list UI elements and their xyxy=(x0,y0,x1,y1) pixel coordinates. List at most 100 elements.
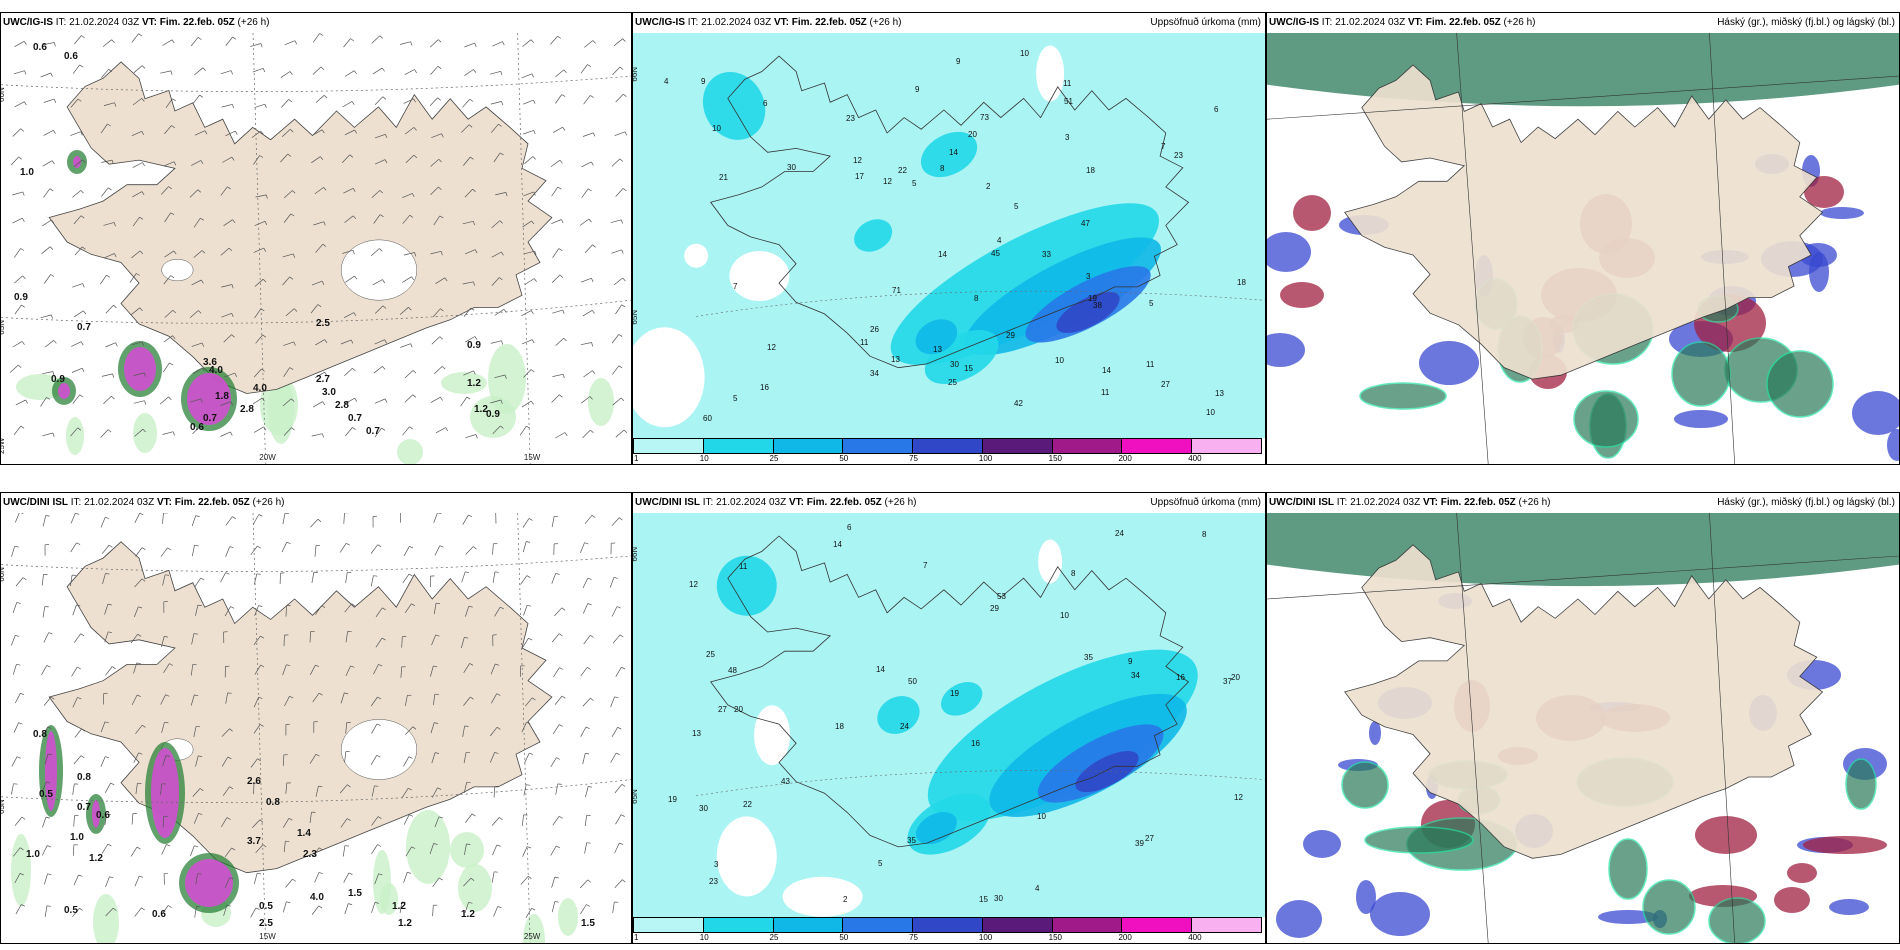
gust-area xyxy=(187,373,231,425)
wind-barb-flag xyxy=(531,907,536,911)
wind-barb-flag xyxy=(260,130,264,135)
wind-barb-flag xyxy=(559,274,564,278)
precip-value: 71 xyxy=(892,286,901,295)
wind-barb xyxy=(460,396,468,407)
wind-barb-flag xyxy=(286,901,291,903)
wind-barb-flag xyxy=(136,273,140,276)
wind-barb-flag xyxy=(200,398,203,403)
panel-title: UWC/DINI ISL IT: 21.02.2024 03Z VT: Fim.… xyxy=(1267,493,1899,513)
wind-barb-flag xyxy=(22,577,27,581)
wind-barb-flag xyxy=(166,844,171,847)
precip-value: 37 xyxy=(1223,677,1232,686)
wind-barb-flag xyxy=(231,156,235,161)
wind-barb-flag xyxy=(554,901,559,903)
wind-barb-flag xyxy=(473,221,475,226)
wind-barb xyxy=(491,123,499,133)
wind-barb xyxy=(399,41,411,45)
wind-barb xyxy=(374,159,386,165)
wind-barb-flag xyxy=(83,310,87,315)
legend-swatch xyxy=(981,917,1052,933)
precip-value: 10 xyxy=(1037,812,1046,821)
wind-barb xyxy=(282,276,290,286)
wind-barb xyxy=(344,903,349,915)
wind-barb xyxy=(433,513,438,524)
wind-barb xyxy=(433,603,437,615)
wind-barb-flag xyxy=(350,38,355,42)
precip-value: 18 xyxy=(835,722,844,731)
wind-barb-flag xyxy=(107,843,112,847)
wind-barb xyxy=(312,66,322,75)
wind-barb-flag xyxy=(526,721,531,725)
wind-barb-flag xyxy=(352,215,357,220)
wind-barb-flag xyxy=(374,902,379,904)
wind-barb xyxy=(584,842,588,854)
wind-value: 2.5 xyxy=(316,318,330,329)
wind-barb-flag xyxy=(439,336,444,340)
latitude-line xyxy=(1,299,631,324)
wind-barb-flag xyxy=(318,905,323,909)
wind-barb-flag xyxy=(107,603,112,606)
wind-value: 0.9 xyxy=(486,409,500,420)
wind-barb xyxy=(312,33,320,43)
wind-barb-flag xyxy=(437,787,442,790)
wind-barb xyxy=(223,334,232,343)
legend-label: 25 xyxy=(769,933,779,942)
wind-barb xyxy=(524,156,534,164)
wind-barb-flag xyxy=(262,278,267,283)
precip-value: 12 xyxy=(689,580,698,589)
wind-barb xyxy=(190,664,194,676)
wind-barb-flag xyxy=(470,877,475,881)
wind-barb xyxy=(524,697,533,707)
wind-value: 3.0 xyxy=(322,387,336,398)
glacier xyxy=(161,259,194,282)
precip-value: 53 xyxy=(997,592,1006,601)
wind-barb xyxy=(343,187,354,194)
wind-value: 0.7 xyxy=(366,426,380,437)
wind-barb-flag xyxy=(502,41,505,46)
wind-barb-flag xyxy=(531,310,534,315)
wind-barb xyxy=(221,103,233,108)
wind-barb-flag xyxy=(615,752,620,756)
wind-barb xyxy=(464,843,467,855)
precip-value: 35 xyxy=(1084,653,1093,662)
wind-barb-flag xyxy=(292,190,296,194)
wind-barb-flag xyxy=(440,397,443,401)
wind-barb-flag xyxy=(531,339,535,344)
wind-barb xyxy=(489,752,496,763)
wind-barb-flag xyxy=(352,427,356,430)
wind-barb-flag xyxy=(376,754,381,758)
wind-barb xyxy=(339,784,348,794)
wind-barb xyxy=(250,545,258,556)
wind-barb-flag xyxy=(530,400,534,405)
wind-barb xyxy=(491,277,500,286)
wind-barb-flag xyxy=(200,425,204,429)
wind-barb xyxy=(43,188,51,198)
wind-barb xyxy=(523,784,527,796)
wind-barb-flag xyxy=(164,636,169,638)
wind-barb xyxy=(580,396,591,404)
wind-barb xyxy=(519,426,527,436)
wind-barb-flag xyxy=(262,844,267,848)
wind-barb xyxy=(134,907,142,917)
wind-barb-flag xyxy=(561,695,566,699)
wind-barb xyxy=(371,816,379,826)
glacier xyxy=(340,719,418,780)
wind-barb-flag xyxy=(554,876,559,879)
wind-barb-flag xyxy=(259,155,264,158)
wind-barb-flag xyxy=(561,94,566,97)
wind-barb-flag xyxy=(199,94,204,98)
wind-value: 0.5 xyxy=(259,901,273,912)
precip-value: 29 xyxy=(1006,331,1015,340)
legend-label: 200 xyxy=(1118,454,1132,463)
wind-barb-flag xyxy=(320,156,324,161)
wind-barb-flag xyxy=(351,101,355,105)
legend-label: 10 xyxy=(699,454,709,463)
wind-value: 1.2 xyxy=(398,918,412,929)
high-cloud xyxy=(1642,879,1696,935)
wind-value: 1.8 xyxy=(215,391,229,402)
wind-barb-flag xyxy=(527,875,532,879)
wind-barb-flag xyxy=(437,513,442,515)
dry-area xyxy=(729,251,790,301)
wind-barb xyxy=(401,636,403,648)
wind-barb-flag xyxy=(474,336,478,340)
